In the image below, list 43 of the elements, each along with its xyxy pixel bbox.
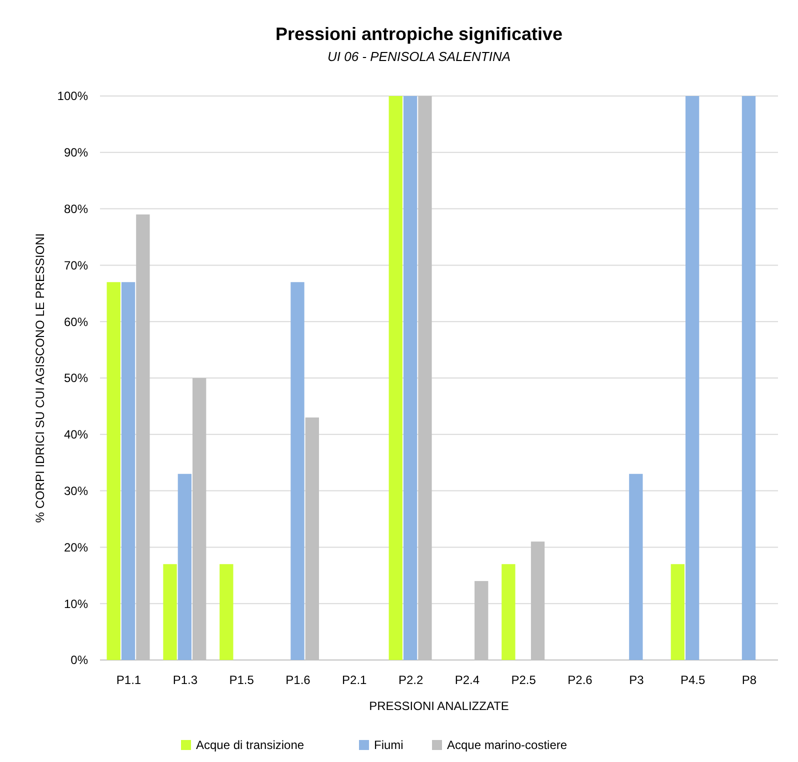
y-tick-label: 10%	[64, 596, 88, 611]
x-tick-label: P2.1	[342, 673, 368, 687]
y-tick-label: 30%	[64, 484, 88, 498]
y-tick-label: 60%	[64, 314, 88, 329]
y-tick-label: 0%	[70, 653, 88, 668]
bar	[220, 564, 234, 660]
x-tick-label: P1.6	[286, 673, 311, 687]
x-tick-label: P8	[742, 673, 757, 687]
chart-title: Pressioni antropiche significative	[275, 24, 563, 44]
y-tick-label: 70%	[64, 258, 88, 272]
y-tick-label: 50%	[64, 371, 88, 386]
chart-subtitle: UI 06 - PENISOLA SALENTINA	[327, 49, 511, 64]
x-tick-label: P1.3	[172, 673, 198, 687]
x-tick-label: P1.1	[116, 673, 142, 687]
legend-label: Acque di transizione	[196, 738, 304, 752]
bar	[742, 96, 756, 660]
bar	[106, 282, 120, 660]
x-tick-label: P2.6	[568, 673, 593, 687]
y-tick-label: 100%	[57, 89, 88, 104]
bar	[685, 96, 700, 660]
y-axis-title: % CORPI IDRICI SU CUI AGISCONO LE PRESSIONI	[33, 233, 47, 523]
bar	[163, 564, 177, 660]
legend-label: Fiumi	[374, 738, 404, 752]
x-tick-label: P2.5	[511, 673, 536, 687]
x-tick-label: P2.4	[454, 673, 480, 687]
x-tick-label: P2.2	[398, 673, 424, 687]
bar	[502, 564, 516, 660]
x-tick-label: P1.5	[229, 673, 254, 687]
x-tick-label: P4.5	[680, 673, 706, 687]
bar	[178, 474, 192, 660]
x-axis-title: PRESSIONI ANALIZZATE	[369, 699, 509, 713]
bar	[121, 282, 136, 660]
x-tick-label: P3	[629, 673, 644, 687]
y-tick-label: 40%	[64, 428, 88, 442]
bar	[670, 564, 684, 660]
bar	[403, 96, 418, 660]
legend-label: Acque marino-costiere	[447, 738, 568, 752]
y-tick-label: 20%	[64, 540, 88, 554]
y-tick-label: 90%	[64, 146, 88, 160]
y-tick-label: 80%	[64, 202, 88, 216]
bar	[290, 282, 304, 660]
bar	[388, 96, 402, 660]
bar	[629, 474, 643, 660]
